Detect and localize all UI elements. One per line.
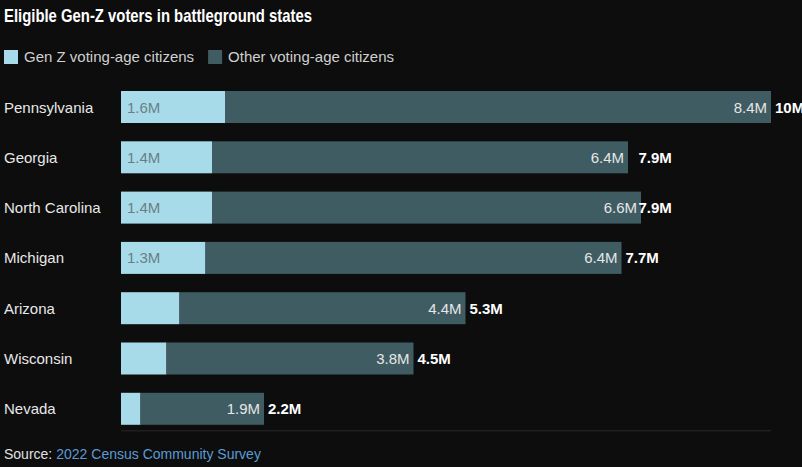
category-label: Wisconsin xyxy=(4,350,72,367)
data-label: 6.6M xyxy=(604,199,637,216)
bars xyxy=(121,91,771,425)
bar-segment xyxy=(180,292,466,324)
data-label: 1.4M xyxy=(127,199,160,216)
category-label: Michigan xyxy=(4,249,64,266)
total-label: 7.9M xyxy=(639,199,672,216)
bar-segment xyxy=(212,141,628,173)
category-label: Arizona xyxy=(4,300,56,317)
legend-swatch xyxy=(208,50,222,64)
bar-segment xyxy=(121,292,180,324)
data-label: 1.3M xyxy=(127,249,160,266)
category-label: Pennsylvania xyxy=(4,99,94,116)
data-label: 6.4M xyxy=(584,249,617,266)
bar-segment xyxy=(121,141,212,173)
data-label: 8.4M xyxy=(734,99,767,116)
data-label: 6.4M xyxy=(591,149,624,166)
bar-segment xyxy=(225,91,771,123)
category-label: Nevada xyxy=(4,400,56,417)
bar-segment xyxy=(206,242,622,274)
title: Eligible Gen-Z voters in battleground st… xyxy=(4,5,312,26)
total-label: 4.5M xyxy=(418,350,451,367)
labels: Pennsylvania 1.6M 8.4M 10M Georgia 1.4M 6.4M 7.… xyxy=(4,99,802,418)
chart: Eligible Gen-Z voters in battleground st… xyxy=(0,0,802,467)
source-link: 2022 Census Community Survey xyxy=(56,446,261,462)
bar-segment xyxy=(121,343,167,375)
total-label: 7.7M xyxy=(626,249,659,266)
data-label: 1.9M xyxy=(227,400,260,417)
data-label: 1.4M xyxy=(127,149,160,166)
bar-segment xyxy=(141,393,265,425)
data-label: 3.8M xyxy=(376,350,409,367)
x-axis-line xyxy=(121,430,771,431)
legend-label: Other voting-age citizens xyxy=(228,48,394,65)
total-label: 5.3M xyxy=(470,300,503,317)
source-label: Source: xyxy=(4,446,52,462)
total-label: 2.2M xyxy=(268,400,301,417)
legend-label: Gen Z voting-age citizens xyxy=(24,48,194,65)
legend-swatch xyxy=(4,50,18,64)
total-label: 7.9M xyxy=(639,149,672,166)
data-label: 1.6M xyxy=(127,99,160,116)
bar-segment xyxy=(212,192,641,224)
category-label: North Carolina xyxy=(4,199,101,216)
bar-segment xyxy=(167,343,414,375)
data-label: 4.4M xyxy=(428,300,461,317)
bar-segment xyxy=(121,393,141,425)
bar-segment xyxy=(121,91,225,123)
category-label: Georgia xyxy=(4,149,58,166)
total-label: 10M xyxy=(775,99,802,116)
background xyxy=(0,0,802,467)
bar-segment xyxy=(121,192,212,224)
bar-segment xyxy=(121,242,206,274)
